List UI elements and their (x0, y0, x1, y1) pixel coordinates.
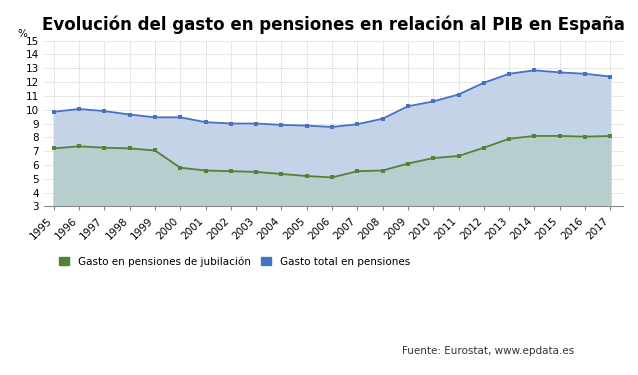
Title: Evolución del gasto en pensiones en relación al PIB en España: Evolución del gasto en pensiones en rela… (42, 15, 625, 33)
Text: Fuente: Eurostat, www.epdata.es: Fuente: Eurostat, www.epdata.es (402, 346, 574, 356)
Text: %: % (18, 29, 27, 39)
Legend: Gasto en pensiones de jubilación, Gasto total en pensiones: Gasto en pensiones de jubilación, Gasto … (55, 252, 414, 271)
